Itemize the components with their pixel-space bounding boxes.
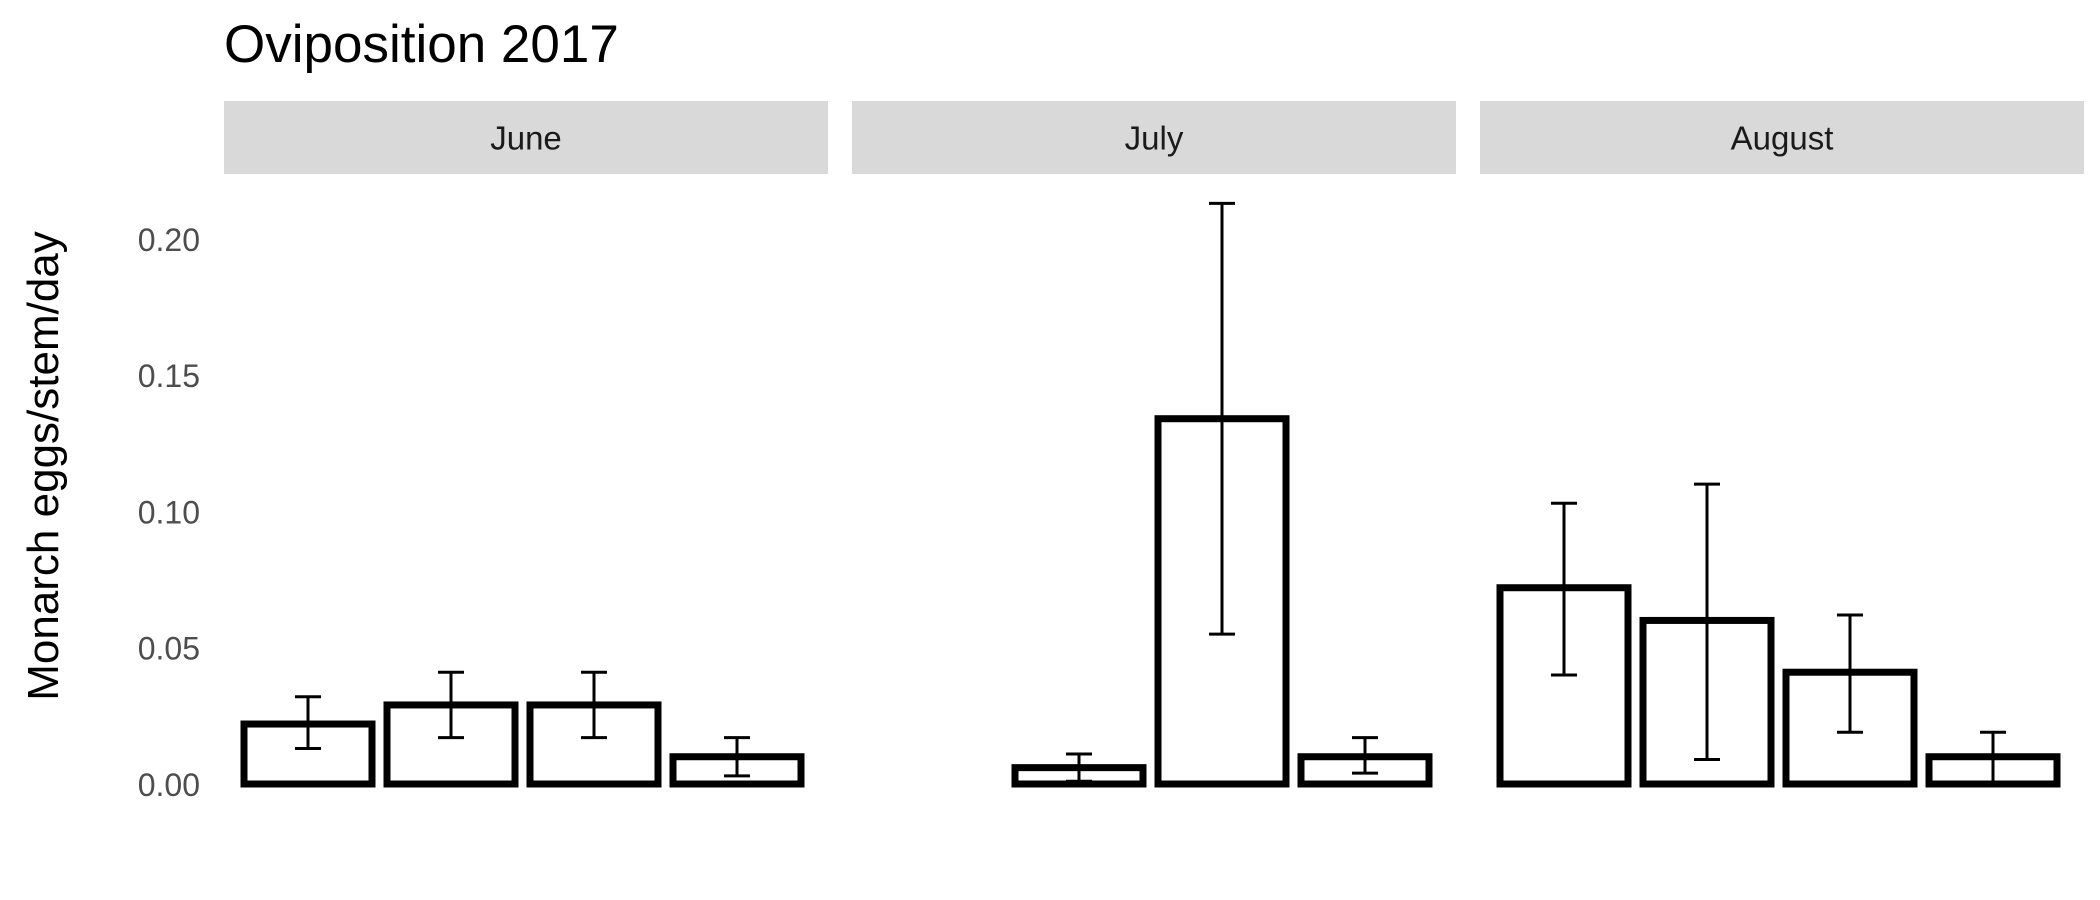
y-tick-label: 0.00 bbox=[138, 767, 200, 803]
chart-title: Oviposition 2017 bbox=[224, 15, 619, 74]
facet-strip-june bbox=[224, 101, 828, 174]
y-tick-label: 0.05 bbox=[138, 631, 200, 667]
facet-label: June bbox=[490, 120, 562, 157]
facet-strip-august bbox=[1480, 101, 2084, 174]
facet-label: July bbox=[1125, 120, 1184, 157]
y-tick-label: 0.20 bbox=[138, 222, 200, 258]
facet-strip-july bbox=[852, 101, 1456, 174]
facet-label: August bbox=[1731, 120, 1834, 157]
y-tick-label: 0.15 bbox=[138, 358, 200, 394]
y-tick-label: 0.10 bbox=[138, 494, 200, 530]
